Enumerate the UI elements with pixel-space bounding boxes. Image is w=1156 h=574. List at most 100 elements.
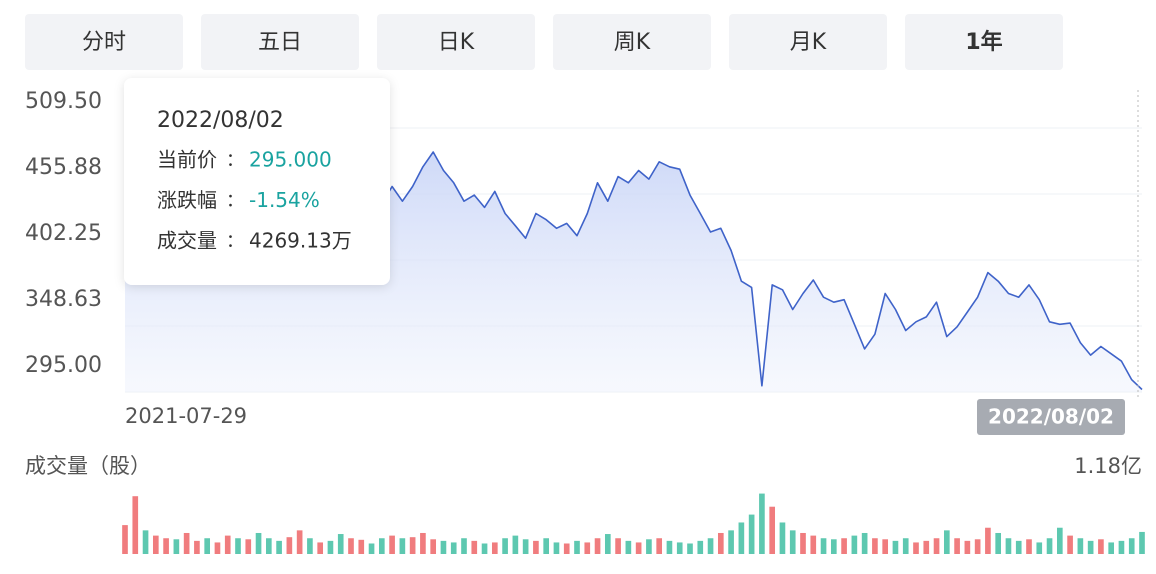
volume-bar: [1046, 538, 1053, 554]
tab-background[interactable]: [25, 14, 183, 70]
volume-bar: [255, 532, 262, 554]
volume-bar: [337, 534, 344, 554]
tab-background[interactable]: [553, 14, 711, 70]
y-tick-label: 348.63: [25, 287, 102, 312]
volume-bar: [296, 530, 303, 554]
volume-bar: [892, 540, 899, 554]
tab-label[interactable]: 分时: [82, 30, 126, 55]
volume-bar: [194, 540, 200, 554]
volume-bar: [1026, 539, 1032, 554]
volume-bar: [1087, 540, 1094, 554]
volume-tick-label: 1.18亿: [1074, 454, 1142, 478]
volume-bar: [656, 538, 663, 554]
tooltip-value: 4269.13万: [249, 229, 352, 253]
volume-bar: [954, 538, 960, 554]
volume-bar: [307, 538, 313, 554]
volume-bar: [430, 539, 437, 554]
volume-bar: [748, 514, 755, 554]
y-tick-label: 455.88: [25, 155, 102, 180]
volume-bar: [481, 543, 488, 554]
volume-bar: [738, 522, 745, 554]
tab-background[interactable]: [377, 14, 535, 70]
tooltip-separator: ：: [226, 191, 244, 212]
volume-bar: [132, 496, 139, 554]
volume-bar: [728, 530, 734, 554]
tab-bar: 分时 五日 日K 周K 月K 1年: [25, 14, 1063, 70]
volume-bar: [265, 538, 272, 554]
tab-background[interactable]: [905, 14, 1063, 70]
tooltip-value: -1.54%: [249, 188, 320, 212]
volume-bar: [872, 538, 878, 554]
volume-bar: [286, 537, 293, 554]
tab[interactable]: 周K: [553, 14, 711, 70]
tab-background[interactable]: [201, 14, 359, 70]
volume-bar: [985, 527, 991, 554]
y-tick-label: 402.25: [25, 221, 102, 246]
volume-bar: [471, 540, 478, 554]
tab[interactable]: 月K: [729, 14, 887, 70]
volume-bar: [974, 539, 981, 554]
volume-bar: [615, 538, 621, 554]
volume-bar: [584, 542, 591, 554]
tooltip-label: 涨跌幅: [157, 188, 217, 212]
volume-bar: [358, 539, 365, 554]
volume-bar: [152, 535, 159, 554]
volume-bar: [1005, 538, 1012, 554]
volume-bar: [224, 535, 231, 554]
volume-bar: [697, 540, 704, 554]
tooltip-value: 295.000: [249, 148, 332, 172]
volume-bar: [183, 532, 190, 554]
volume-bar: [142, 530, 149, 554]
volume-bar: [399, 538, 406, 554]
volume-bar: [933, 538, 940, 554]
volume-bar: [122, 525, 128, 554]
volume-bar: [1015, 540, 1022, 554]
tab-label[interactable]: 日K: [438, 30, 475, 55]
volume-bar: [1128, 538, 1135, 554]
volume-bar: [625, 540, 632, 554]
volume-bar: [1108, 542, 1115, 554]
tab[interactable]: 分时: [25, 14, 183, 70]
volume-bar: [604, 534, 611, 554]
volume-bar: [594, 538, 601, 554]
volume-bar: [800, 532, 806, 554]
volume-bar: [646, 539, 652, 554]
volume-bar: [779, 522, 786, 554]
volume-bar: [1077, 538, 1084, 554]
volume-bar: [1067, 535, 1073, 554]
volume-bar: [235, 538, 241, 554]
volume-chart: 成交量（股） 1.18亿: [25, 454, 1145, 554]
volume-bar: [1036, 542, 1043, 554]
volume-bar: [995, 532, 1002, 554]
volume-bar: [533, 540, 539, 554]
tab[interactable]: 五日: [201, 14, 359, 70]
volume-bar: [1098, 539, 1104, 554]
volume-bar: [440, 540, 447, 554]
volume-bar: [1139, 531, 1145, 554]
volume-bar: [964, 540, 971, 554]
volume-title: 成交量（股）: [25, 454, 151, 478]
volume-bar: [214, 542, 221, 554]
volume-bar: [574, 540, 580, 554]
y-tick-label: 509.50: [25, 89, 102, 114]
tab-label[interactable]: 周K: [614, 30, 651, 55]
volume-bar: [759, 493, 765, 554]
tooltip-separator: ：: [226, 231, 244, 252]
tab-label[interactable]: 月K: [790, 30, 827, 55]
volume-bar: [563, 543, 570, 554]
volume-bar: [553, 542, 560, 554]
tab[interactable]: 1年: [905, 14, 1063, 70]
volume-bar: [543, 538, 550, 554]
tooltip-box: [124, 78, 390, 285]
tooltip-label: 当前价: [157, 148, 217, 172]
tab-background[interactable]: [729, 14, 887, 70]
volume-bar: [851, 535, 858, 554]
tab-label[interactable]: 1年: [965, 29, 1002, 55]
volume-bar: [841, 538, 847, 554]
tab[interactable]: 日K: [377, 14, 535, 70]
volume-bar: [317, 542, 324, 554]
volume-bar: [173, 539, 180, 554]
tab-label[interactable]: 五日: [258, 30, 302, 55]
volume-bar: [707, 538, 714, 554]
